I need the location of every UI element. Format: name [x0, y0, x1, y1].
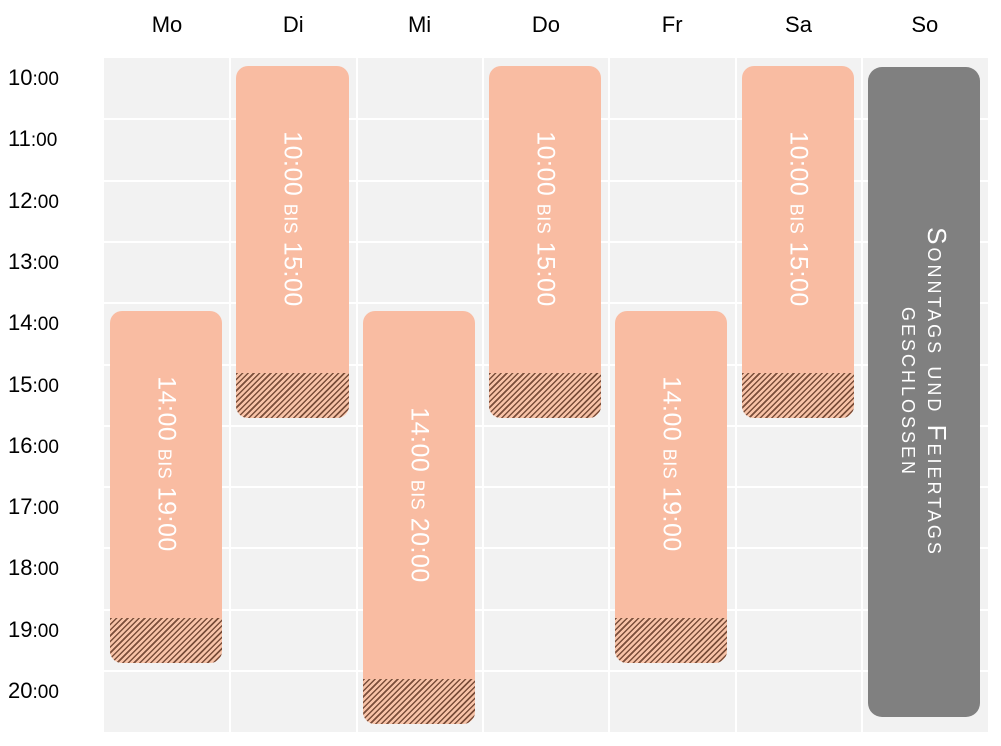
- grid-column-line: [608, 58, 611, 732]
- time-label: 14:00: [8, 309, 100, 340]
- time-label: 13:00: [8, 248, 100, 279]
- time-label: 15:00: [8, 371, 100, 402]
- time-from: 14:00: [405, 407, 434, 473]
- time-label: 19:00: [8, 616, 100, 647]
- time-to: 20:00: [405, 517, 434, 583]
- opening-hours-fill: [488, 66, 602, 373]
- time-label-hour: 16: [8, 432, 33, 458]
- time-from: 10:00: [531, 131, 560, 197]
- day-header-do: Do: [531, 12, 560, 37]
- time-label-hour: 20: [8, 678, 33, 703]
- time-label: 11:00: [8, 125, 100, 156]
- day-header-di: Di: [282, 12, 304, 37]
- hatched-closing-area: [362, 678, 475, 725]
- time-label-minutes: :00: [32, 559, 59, 581]
- opening-hours-fill: [615, 311, 728, 618]
- hatched-closing-area: [741, 372, 854, 418]
- day-header-mi: Mi: [407, 12, 432, 37]
- time-label-minutes: :00: [32, 436, 59, 458]
- opening-block-sa: 10:00 bis 15:00: [741, 66, 854, 418]
- time-label-hour: 10: [8, 65, 33, 90]
- time-separator: bis: [657, 449, 686, 480]
- day-header-sa: Sa: [785, 12, 812, 37]
- time-label-hour: 15: [8, 371, 33, 397]
- time-label-hour: 18: [8, 555, 33, 581]
- time-label: 10:00: [8, 64, 100, 95]
- time-label-minutes: :00: [30, 130, 58, 152]
- grid-column-line: [229, 58, 232, 732]
- opening-block-do: 10:00 bis 15:00: [488, 66, 602, 418]
- hatched-closing-area: [236, 372, 349, 418]
- opening-hours-label: 14:00 bis 19:00: [657, 377, 686, 553]
- time-separator: bis: [278, 203, 307, 235]
- opening-hours-fill: [236, 66, 349, 373]
- time-label-hour: 17: [8, 494, 33, 520]
- opening-block-mo: 14:00 bis 19:00: [110, 311, 223, 663]
- time-to: 19:00: [657, 487, 686, 553]
- grid-row-line: [104, 424, 988, 427]
- time-separator: bis: [784, 203, 813, 235]
- day-header-fr: Fr: [661, 12, 683, 37]
- closed-note: Sonntags und Feiertags geschlossen: [895, 227, 952, 557]
- hatched-closing-area: [615, 617, 728, 663]
- time-label: 17:00: [8, 493, 100, 524]
- grid-row-line: [104, 608, 988, 611]
- time-from: 10:00: [784, 131, 813, 197]
- opening-hours-fill: [741, 66, 854, 373]
- time-separator: bis: [152, 449, 181, 480]
- time-label: 16:00: [8, 432, 100, 463]
- time-to: 15:00: [278, 241, 307, 308]
- opening-hours-fill: [110, 311, 223, 618]
- time-label-hour: 14: [8, 310, 33, 336]
- time-label: 20:00: [8, 677, 100, 708]
- time-label: 12:00: [8, 187, 100, 218]
- time-label-hour: 12: [8, 187, 33, 213]
- time-from: 10:00: [278, 131, 307, 197]
- time-label-minutes: :00: [32, 314, 59, 336]
- time-to: 15:00: [531, 241, 560, 308]
- grid-column-line: [481, 58, 484, 732]
- opening-block-di: 10:00 bis 15:00: [236, 66, 349, 418]
- day-header-mo: Mo: [151, 12, 183, 37]
- grid-column-line: [734, 58, 737, 732]
- grid-column-line: [355, 58, 358, 732]
- opening-block-fr: 14:00 bis 19:00: [615, 311, 728, 663]
- time-label-minutes: :00: [32, 69, 59, 90]
- opening-hours-label: 10:00 bis 15:00: [783, 131, 812, 307]
- time-separator: bis: [531, 203, 560, 235]
- time-label-minutes: :00: [32, 498, 59, 520]
- grid-column-line: [860, 58, 863, 732]
- time-label-minutes: :00: [32, 620, 59, 642]
- closed-note-line2: geschlossen: [895, 307, 926, 478]
- closed-note-line1: Sonntags und Feiertags: [921, 227, 952, 557]
- time-to: 19:00: [152, 487, 181, 553]
- time-separator: bis: [405, 479, 434, 511]
- time-label-hour: 11: [8, 126, 31, 152]
- opening-hours-label: 14:00 bis 20:00: [404, 407, 433, 583]
- grid-row-line: [104, 547, 988, 550]
- time-label-minutes: :00: [32, 191, 59, 213]
- day-header-so: So: [911, 12, 939, 37]
- time-to: 15:00: [784, 241, 813, 308]
- time-from: 14:00: [657, 376, 686, 442]
- opening-hours-label: 14:00 bis 19:00: [152, 377, 181, 553]
- hatched-closing-area: [110, 617, 223, 663]
- grid-row-line: [104, 670, 988, 672]
- time-label-minutes: :00: [32, 682, 59, 703]
- opening-hours-label: 10:00 bis 15:00: [278, 131, 307, 307]
- opening-hours-fill: [362, 311, 475, 679]
- grid-row-line: [104, 486, 988, 489]
- closed-day-block: Sonntags und Feiertags geschlossen: [867, 67, 981, 718]
- time-label-minutes: :00: [32, 375, 59, 397]
- time-label-minutes: :00: [32, 252, 59, 274]
- opening-block-mi: 14:00 bis 20:00: [362, 311, 475, 725]
- time-label: 18:00: [8, 554, 100, 585]
- time-from: 14:00: [152, 376, 181, 442]
- time-label-hour: 13: [8, 248, 33, 274]
- opening-hours-label: 10:00 bis 15:00: [531, 131, 560, 307]
- time-label-hour: 19: [8, 616, 33, 642]
- hatched-closing-area: [488, 372, 602, 418]
